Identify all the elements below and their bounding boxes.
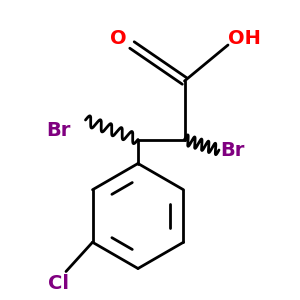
- Text: Cl: Cl: [48, 274, 69, 293]
- Text: Br: Br: [220, 140, 245, 160]
- Text: Br: Br: [46, 121, 71, 140]
- Text: O: O: [110, 29, 127, 49]
- Text: OH: OH: [228, 29, 261, 49]
